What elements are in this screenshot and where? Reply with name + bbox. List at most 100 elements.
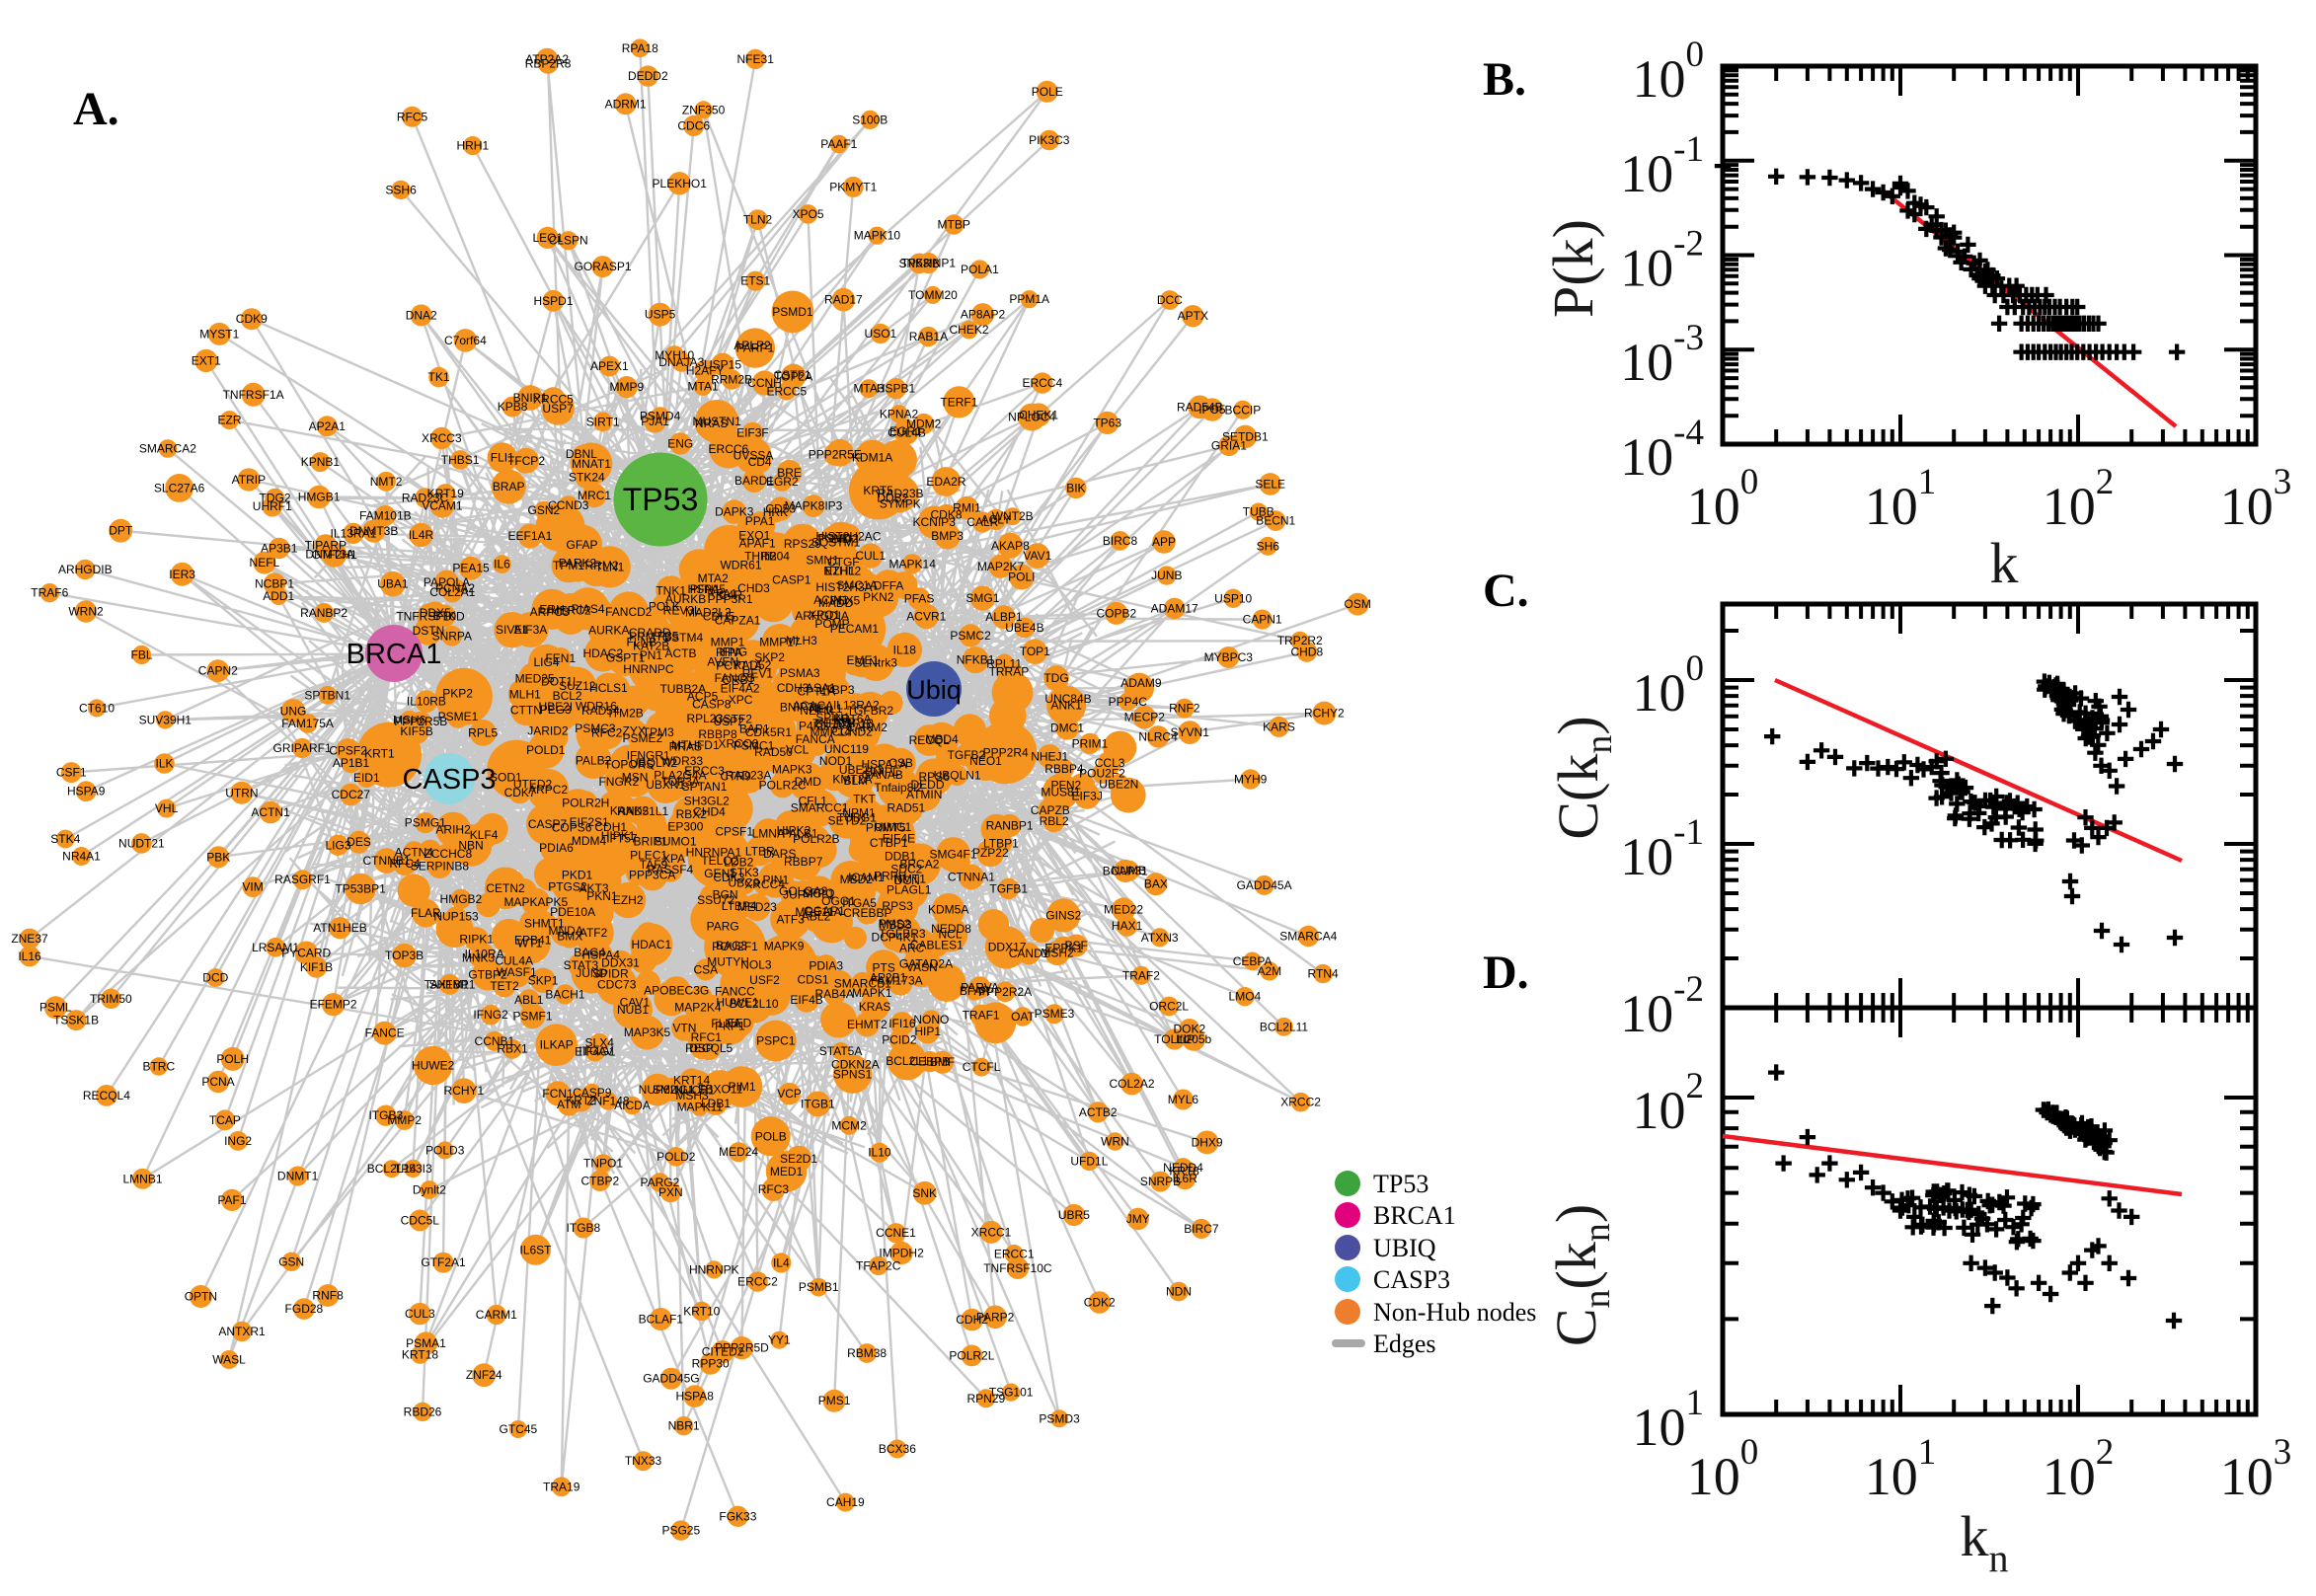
svg-text:WDR16: WDR16	[576, 699, 617, 713]
svg-text:PFN1: PFN1	[690, 582, 721, 596]
svg-text:RANBP2: RANBP2	[300, 606, 347, 620]
svg-text:APOBEC3G: APOBEC3G	[644, 984, 709, 998]
svg-text:AICDA: AICDA	[614, 1099, 651, 1112]
svg-text:RAB4A: RAB4A	[815, 987, 854, 1001]
svg-text:FLI1: FLI1	[491, 451, 514, 465]
svg-text:GTBP2: GTBP2	[468, 968, 507, 982]
svg-text:SERPINB8: SERPINB8	[411, 860, 470, 874]
svg-text:EXO1: EXO1	[738, 529, 770, 543]
svg-text:PPP2R4: PPP2R4	[983, 746, 1029, 760]
svg-text:RPN29: RPN29	[966, 1392, 1005, 1406]
svg-text:DHX9: DHX9	[1192, 1135, 1223, 1149]
svg-text:IFI16: IFI16	[888, 1017, 916, 1030]
svg-text:CSF1: CSF1	[56, 766, 87, 780]
svg-text:SQSTM1: SQSTM1	[811, 536, 861, 550]
svg-text:Non-Hub nodes: Non-Hub nodes	[1373, 1298, 1536, 1327]
svg-text:RTN4: RTN4	[1308, 967, 1339, 981]
svg-text:PN1: PN1	[640, 648, 663, 662]
svg-text:MNDA: MNDA	[549, 924, 583, 938]
svg-text:PPP3CA: PPP3CA	[629, 869, 675, 882]
svg-text:SUZ12: SUZ12	[559, 679, 596, 693]
svg-text:ILKAP: ILKAP	[540, 1038, 574, 1052]
svg-text:CAPZB: CAPZB	[1031, 803, 1070, 817]
svg-text:TOP3B: TOP3B	[385, 949, 424, 962]
svg-text:MYL6: MYL6	[1168, 1093, 1199, 1106]
svg-text:CETN2: CETN2	[486, 881, 525, 895]
svg-text:RCHY1: RCHY1	[444, 1084, 485, 1098]
svg-text:GFAP: GFAP	[566, 538, 597, 552]
svg-text:MLH1: MLH1	[509, 687, 541, 701]
svg-text:MSN: MSN	[622, 771, 649, 785]
svg-text:GADD45G: GADD45G	[643, 1372, 699, 1386]
svg-text:Ifi204: Ifi204	[761, 549, 791, 563]
svg-text:MCM2: MCM2	[831, 1118, 867, 1132]
svg-text:ITGB8: ITGB8	[567, 1221, 601, 1235]
svg-text:RBBP4: RBBP4	[1044, 762, 1084, 776]
svg-text:BLM: BLM	[843, 774, 868, 788]
svg-text:MAPK14: MAPK14	[889, 557, 937, 570]
svg-text:KARS: KARS	[1263, 720, 1295, 733]
svg-text:MYBPC3: MYBPC3	[1204, 650, 1254, 664]
svg-text:COL2A1: COL2A1	[429, 585, 475, 599]
svg-text:COPB2: COPB2	[1096, 606, 1136, 620]
svg-text:GINS2: GINS2	[1045, 908, 1081, 922]
svg-text:MDM4: MDM4	[572, 834, 607, 848]
svg-text:BRCA1: BRCA1	[347, 639, 442, 670]
svg-text:IER3: IER3	[169, 568, 195, 581]
svg-text:RRM2B: RRM2B	[711, 373, 752, 387]
svg-text:BNIP1: BNIP1	[513, 391, 548, 405]
svg-text:CHD3: CHD3	[737, 581, 770, 595]
svg-text:C7orf64: C7orf64	[444, 334, 487, 347]
svg-text:EME1: EME1	[847, 653, 880, 667]
svg-text:RCHY2: RCHY2	[1304, 707, 1345, 721]
svg-text:k: k	[1990, 531, 2019, 595]
svg-text:FGD28: FGD28	[285, 1302, 324, 1316]
svg-text:APEX1: APEX1	[590, 359, 629, 373]
svg-text:EDA2R: EDA2R	[926, 475, 965, 489]
svg-text:POLR2L: POLR2L	[949, 1348, 994, 1362]
svg-text:PALB1: PALB1	[782, 826, 818, 840]
svg-text:PSG25: PSG25	[661, 1524, 700, 1538]
svg-text:PPM1A: PPM1A	[1009, 292, 1049, 306]
svg-text:PSMC3: PSMC3	[575, 722, 616, 735]
svg-text:PKN2: PKN2	[863, 590, 894, 604]
svg-text:ZNE37: ZNE37	[11, 932, 48, 946]
svg-text:MED24: MED24	[719, 1145, 758, 1159]
svg-text:ACACA: ACACA	[793, 699, 833, 713]
svg-text:ADAM9: ADAM9	[1120, 676, 1162, 690]
svg-text:EIF3A: EIF3A	[514, 623, 547, 637]
svg-text:APAF1: APAF1	[739, 537, 776, 551]
svg-text:EIF3F: EIF3F	[736, 426, 769, 440]
svg-text:TRAF2: TRAF2	[1122, 968, 1160, 982]
svg-text:EEF1A1: EEF1A1	[508, 529, 553, 543]
svg-text:MAPKAPK5: MAPKAPK5	[503, 895, 568, 909]
svg-text:UBE2L3: UBE2L3	[839, 763, 884, 777]
svg-text:UBA1: UBA1	[377, 577, 409, 591]
svg-text:ZCCHC8: ZCCHC8	[424, 847, 472, 861]
svg-text:CDC5L: CDC5L	[401, 1213, 440, 1227]
svg-text:CCND2: CCND2	[832, 725, 874, 739]
svg-text:MBD2: MBD2	[840, 873, 874, 886]
svg-text:CASP3: CASP3	[1373, 1265, 1450, 1294]
svg-text:LRSAM1: LRSAM1	[252, 941, 299, 954]
svg-text:WDR33: WDR33	[661, 754, 703, 768]
svg-text:MYST1: MYST1	[199, 327, 239, 341]
svg-text:RBX1: RBX1	[497, 1042, 528, 1056]
svg-text:XRCC4: XRCC4	[744, 877, 785, 891]
svg-text:RAD17: RAD17	[824, 293, 863, 307]
svg-text:MAPK3: MAPK3	[772, 762, 812, 776]
svg-text:BRCA1: BRCA1	[1373, 1201, 1456, 1230]
svg-text:FANCE: FANCE	[365, 1026, 405, 1040]
svg-text:TFCP2: TFCP2	[507, 454, 545, 468]
svg-text:STAT5A: STAT5A	[819, 1044, 863, 1058]
svg-text:CRADD: CRADD	[629, 626, 671, 640]
svg-text:CALR: CALR	[966, 515, 998, 529]
svg-text:MAP2K7: MAP2K7	[977, 560, 1025, 573]
svg-text:BAG3: BAG3	[716, 939, 747, 952]
svg-text:MYH9: MYH9	[1234, 773, 1268, 787]
svg-text:EIF4G1: EIF4G1	[575, 1045, 616, 1059]
svg-text:EFEMP2: EFEMP2	[310, 998, 357, 1012]
svg-text:STK24: STK24	[569, 471, 605, 485]
svg-text:PSML: PSML	[39, 1001, 72, 1015]
svg-text:RAD23A: RAD23A	[726, 769, 772, 783]
